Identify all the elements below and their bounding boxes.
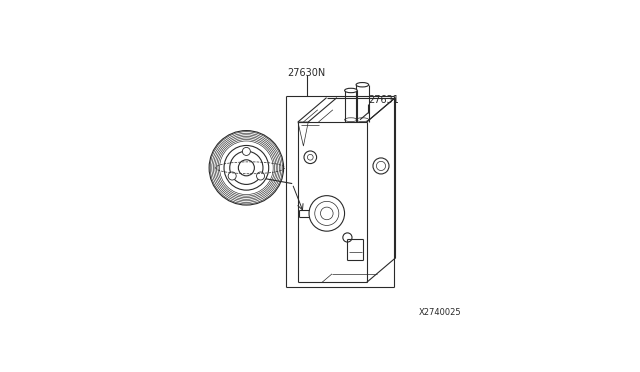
Ellipse shape — [356, 83, 369, 87]
Circle shape — [209, 131, 284, 205]
Circle shape — [224, 145, 269, 190]
Text: 27633: 27633 — [227, 154, 258, 164]
Circle shape — [243, 147, 250, 155]
Circle shape — [238, 160, 254, 176]
Circle shape — [230, 151, 263, 185]
Ellipse shape — [344, 88, 357, 93]
Text: X2740025: X2740025 — [419, 308, 461, 317]
Circle shape — [228, 172, 236, 180]
Circle shape — [257, 172, 264, 180]
Text: 27631: 27631 — [368, 95, 399, 105]
Text: 27630N: 27630N — [287, 68, 326, 78]
